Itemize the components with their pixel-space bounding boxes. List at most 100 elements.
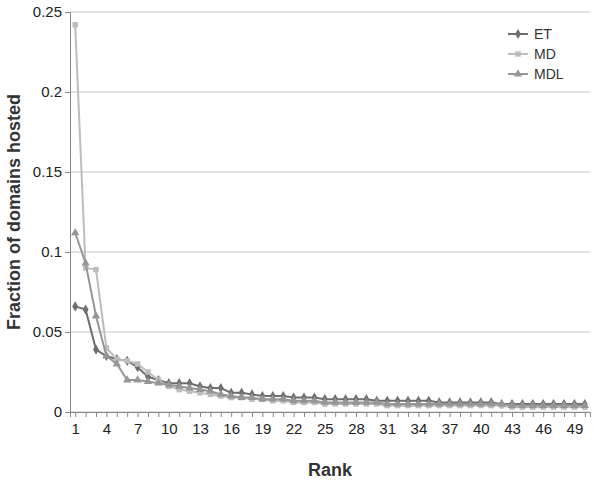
marker: [185, 383, 193, 390]
legend-marker: [515, 51, 520, 56]
marker: [124, 358, 129, 363]
x-tick-mark: [252, 412, 253, 417]
x-tick-mark: [179, 412, 180, 417]
marker: [123, 375, 131, 382]
x-tick: [346, 412, 347, 417]
marker: [445, 399, 453, 406]
y-axis-title: Fraction of domains hosted: [4, 94, 24, 330]
x-tick: [283, 412, 284, 417]
x-tick: [117, 412, 118, 417]
x-tick: [585, 412, 586, 417]
x-tick-mark: [398, 412, 399, 417]
x-tick-mark: [481, 412, 482, 417]
y-tick: 0.1: [41, 243, 70, 260]
marker: [539, 401, 547, 408]
x-tick-label: 4: [103, 420, 111, 437]
marker: [175, 382, 183, 389]
marker: [289, 396, 297, 403]
marker: [92, 311, 100, 318]
x-tick-mark: [543, 412, 544, 417]
y-tick-label: 0.1: [41, 243, 62, 260]
x-tick: [554, 412, 555, 417]
x-tick: 25: [317, 412, 334, 437]
x-tick-label: 49: [567, 420, 584, 437]
y-tick: 0: [54, 403, 70, 420]
legend-item: MDL: [508, 66, 564, 82]
x-tick-mark: [522, 412, 523, 417]
x-tick: [314, 412, 315, 417]
marker: [435, 399, 443, 406]
x-tick-mark: [304, 412, 305, 417]
marker: [466, 399, 474, 406]
x-tick-mark: [242, 412, 243, 417]
x-tick-label: 34: [411, 420, 428, 437]
x-tick: [190, 412, 191, 417]
x-tick: [439, 412, 440, 417]
marker: [83, 305, 89, 315]
x-tick-mark: [585, 412, 586, 417]
x-tick-mark: [294, 412, 295, 417]
marker: [414, 399, 422, 406]
marker: [393, 399, 401, 406]
x-tick-mark: [96, 412, 97, 417]
x-tick: 31: [379, 412, 396, 437]
marker: [135, 361, 140, 366]
marker: [81, 258, 89, 265]
y-tick: 0.15: [33, 163, 70, 180]
x-tick-label: 25: [317, 420, 334, 437]
marker: [217, 390, 225, 397]
marker: [518, 401, 526, 408]
x-tick: [398, 412, 399, 417]
x-tick-label: 1: [72, 420, 80, 437]
legend-label: MDL: [534, 66, 564, 82]
x-tick-mark: [502, 412, 503, 417]
x-tick-label: 28: [348, 420, 365, 437]
marker: [549, 401, 557, 408]
marker: [154, 378, 162, 385]
marker: [456, 399, 464, 406]
x-tick-label: 43: [504, 420, 521, 437]
x-tick-mark: [221, 412, 222, 417]
marker: [102, 351, 110, 358]
y-axis: 00.050.10.150.20.25: [33, 3, 71, 420]
marker: [227, 391, 235, 398]
x-tick: [564, 412, 565, 417]
x-tick-mark: [346, 412, 347, 417]
x-tick: [533, 412, 534, 417]
x-tick-label: 40: [473, 420, 490, 437]
x-tick: 28: [348, 412, 365, 437]
y-tick: 0.2: [41, 83, 70, 100]
marker: [570, 401, 578, 408]
grid-line: [70, 92, 590, 93]
x-tick: 22: [286, 412, 303, 437]
x-tick: [148, 412, 149, 417]
marker: [497, 399, 505, 406]
marker: [581, 401, 589, 408]
x-tick: [252, 412, 253, 417]
marker: [560, 401, 568, 408]
marker: [93, 345, 99, 355]
x-tick-mark: [148, 412, 149, 417]
x-tick-mark: [273, 412, 274, 417]
x-tick-mark: [366, 412, 367, 417]
marker: [237, 393, 245, 400]
x-tick: 43: [504, 412, 521, 437]
marker: [113, 359, 121, 366]
grid-line: [70, 172, 590, 173]
x-tick-label: 16: [223, 420, 240, 437]
x-tick-mark: [200, 412, 201, 417]
x-tick: 1: [72, 412, 80, 437]
legend-item: MD: [508, 46, 556, 62]
marker: [258, 394, 266, 401]
grid-line: [70, 332, 590, 333]
x-tick-mark: [262, 412, 263, 417]
y-tick-mark: [65, 12, 70, 13]
x-axis: 1471013161922252831343740434649: [71, 412, 591, 437]
x-tick-mark: [512, 412, 513, 417]
legend-label: ET: [534, 26, 552, 42]
x-tick-mark: [491, 412, 492, 417]
x-tick: [127, 412, 128, 417]
marker: [404, 399, 412, 406]
x-tick: 46: [535, 412, 552, 437]
x-tick: [470, 412, 471, 417]
